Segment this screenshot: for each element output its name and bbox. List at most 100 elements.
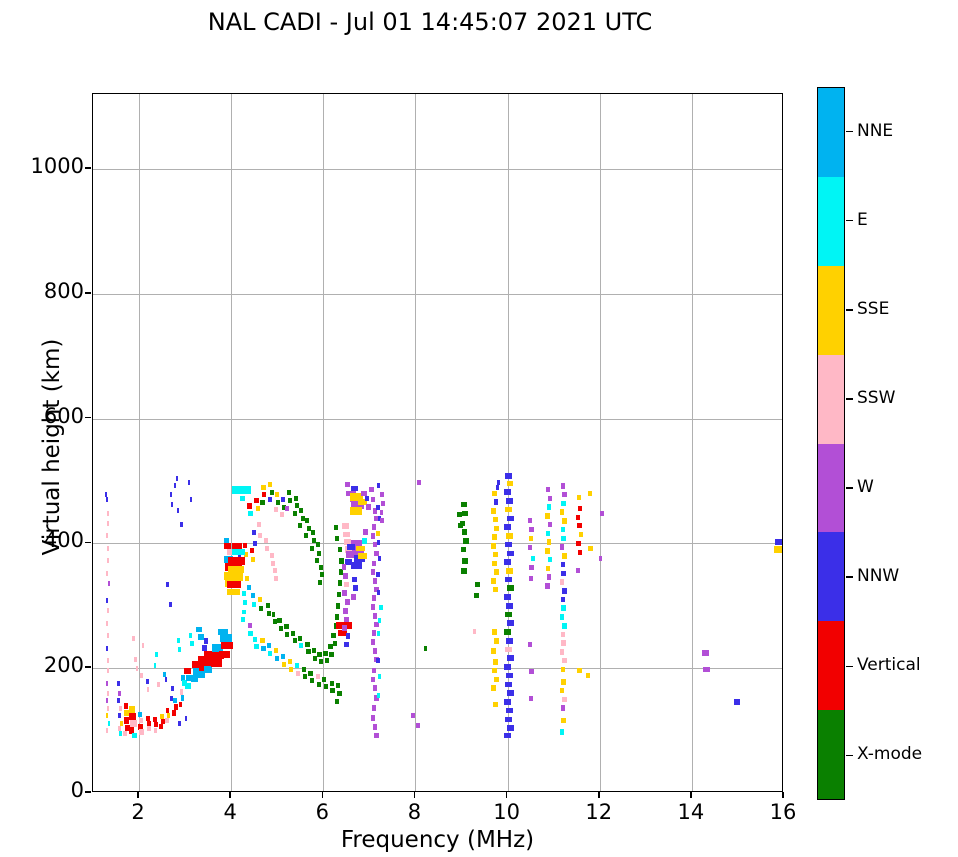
colorbar[interactable]: [817, 87, 845, 800]
echo-mark: [505, 541, 512, 548]
echo-mark: [560, 631, 566, 638]
echo-mark: [238, 562, 243, 568]
echo-mark: [493, 516, 498, 523]
colorbar-segment-nne[interactable]: [818, 88, 844, 177]
echo-mark: [190, 640, 194, 646]
echo-mark: [547, 521, 553, 528]
echo-mark: [506, 533, 513, 539]
echo-mark: [475, 582, 480, 588]
echo-mark: [192, 668, 200, 676]
echo-mark: [123, 717, 130, 724]
echo-mark: [355, 545, 365, 552]
echo-mark: [243, 543, 247, 549]
echo-mark: [344, 481, 350, 488]
echo-mark: [330, 688, 335, 694]
echo-mark: [577, 668, 582, 674]
echo-mark: [560, 666, 566, 673]
echo-mark: [346, 543, 356, 551]
echo-mark: [374, 550, 379, 557]
colorbar-segment-vertical[interactable]: [818, 621, 844, 711]
echo-mark: [492, 490, 497, 497]
echo-mark: [252, 529, 257, 535]
echo-mark: [270, 560, 275, 566]
echo-mark: [251, 593, 256, 599]
echo-mark: [288, 498, 293, 504]
echo-mark: [530, 555, 535, 561]
echo-mark: [506, 672, 513, 679]
echo-mark: [274, 648, 279, 654]
echo-mark: [300, 515, 305, 521]
echo-mark: [198, 670, 206, 678]
echo-mark: [275, 655, 280, 661]
echo-mark: [294, 503, 299, 509]
echo-mark: [263, 538, 268, 544]
colorbar-segment-sse[interactable]: [818, 265, 844, 355]
echo-mark: [703, 666, 710, 673]
echo-mark: [493, 551, 498, 558]
colorbar-segment-nnw[interactable]: [818, 532, 844, 622]
echo-mark: [320, 572, 325, 578]
echo-mark: [527, 544, 532, 550]
echo-mark: [204, 650, 214, 659]
plot-area[interactable]: [92, 93, 783, 792]
x-tick-mark: [413, 792, 416, 798]
echo-mark: [491, 685, 497, 691]
echo-mark: [107, 510, 110, 516]
echo-mark: [506, 498, 513, 504]
echo-mark: [372, 541, 378, 548]
colorbar-label-w: W: [857, 477, 874, 498]
echo-mark: [527, 518, 532, 524]
echo-mark: [374, 586, 379, 593]
y-tick-label: 400: [43, 528, 84, 553]
echo-mark: [204, 665, 213, 674]
echo-mark: [559, 509, 565, 515]
echo-mark: [291, 630, 296, 636]
echo-mark: [105, 497, 108, 503]
echo-mark: [224, 543, 231, 549]
echo-mark: [376, 589, 381, 595]
echo-mark: [505, 681, 512, 688]
echo-mark: [377, 618, 382, 624]
colorbar-tick-mark: [846, 576, 853, 578]
echo-mark: [180, 522, 183, 528]
echo-mark: [202, 645, 207, 651]
echo-mark: [492, 534, 497, 540]
echo-mark: [105, 698, 108, 704]
echo-mark: [227, 548, 236, 556]
echo-mark: [544, 582, 550, 589]
echo-mark: [116, 680, 120, 686]
colorbar-tick-mark: [846, 219, 853, 222]
colorbar-segment-x-mode[interactable]: [818, 710, 844, 799]
echo-mark: [376, 539, 381, 545]
echo-mark: [260, 638, 265, 644]
echo-mark: [579, 532, 584, 538]
echo-mark: [372, 685, 378, 691]
echo-mark: [147, 720, 152, 726]
echo-mark: [350, 539, 363, 548]
echo-mark: [174, 704, 178, 710]
colorbar-tick-mark: [846, 398, 853, 400]
colorbar-segment-ssw[interactable]: [818, 354, 844, 444]
echo-mark: [337, 547, 342, 553]
echo-mark: [308, 670, 313, 676]
echo-mark: [560, 705, 566, 711]
echo-mark: [266, 643, 272, 649]
colorbar-segment-e[interactable]: [818, 176, 844, 266]
echo-mark: [299, 643, 304, 649]
echo-mark: [106, 658, 109, 664]
echo-mark: [117, 713, 121, 719]
echo-mark: [267, 610, 271, 616]
echo-mark: [223, 538, 230, 544]
echo-mark: [338, 630, 348, 637]
echo-mark: [491, 577, 497, 584]
echo-mark: [137, 711, 143, 718]
echo-mark: [587, 490, 592, 496]
echo-mark: [106, 705, 109, 711]
echo-mark: [106, 680, 109, 686]
echo-mark: [370, 533, 376, 539]
echo-mark: [411, 713, 415, 719]
colorbar-segment-w[interactable]: [818, 443, 844, 533]
echo-mark: [586, 673, 591, 679]
echo-mark: [311, 648, 317, 654]
echo-mark: [227, 588, 240, 596]
